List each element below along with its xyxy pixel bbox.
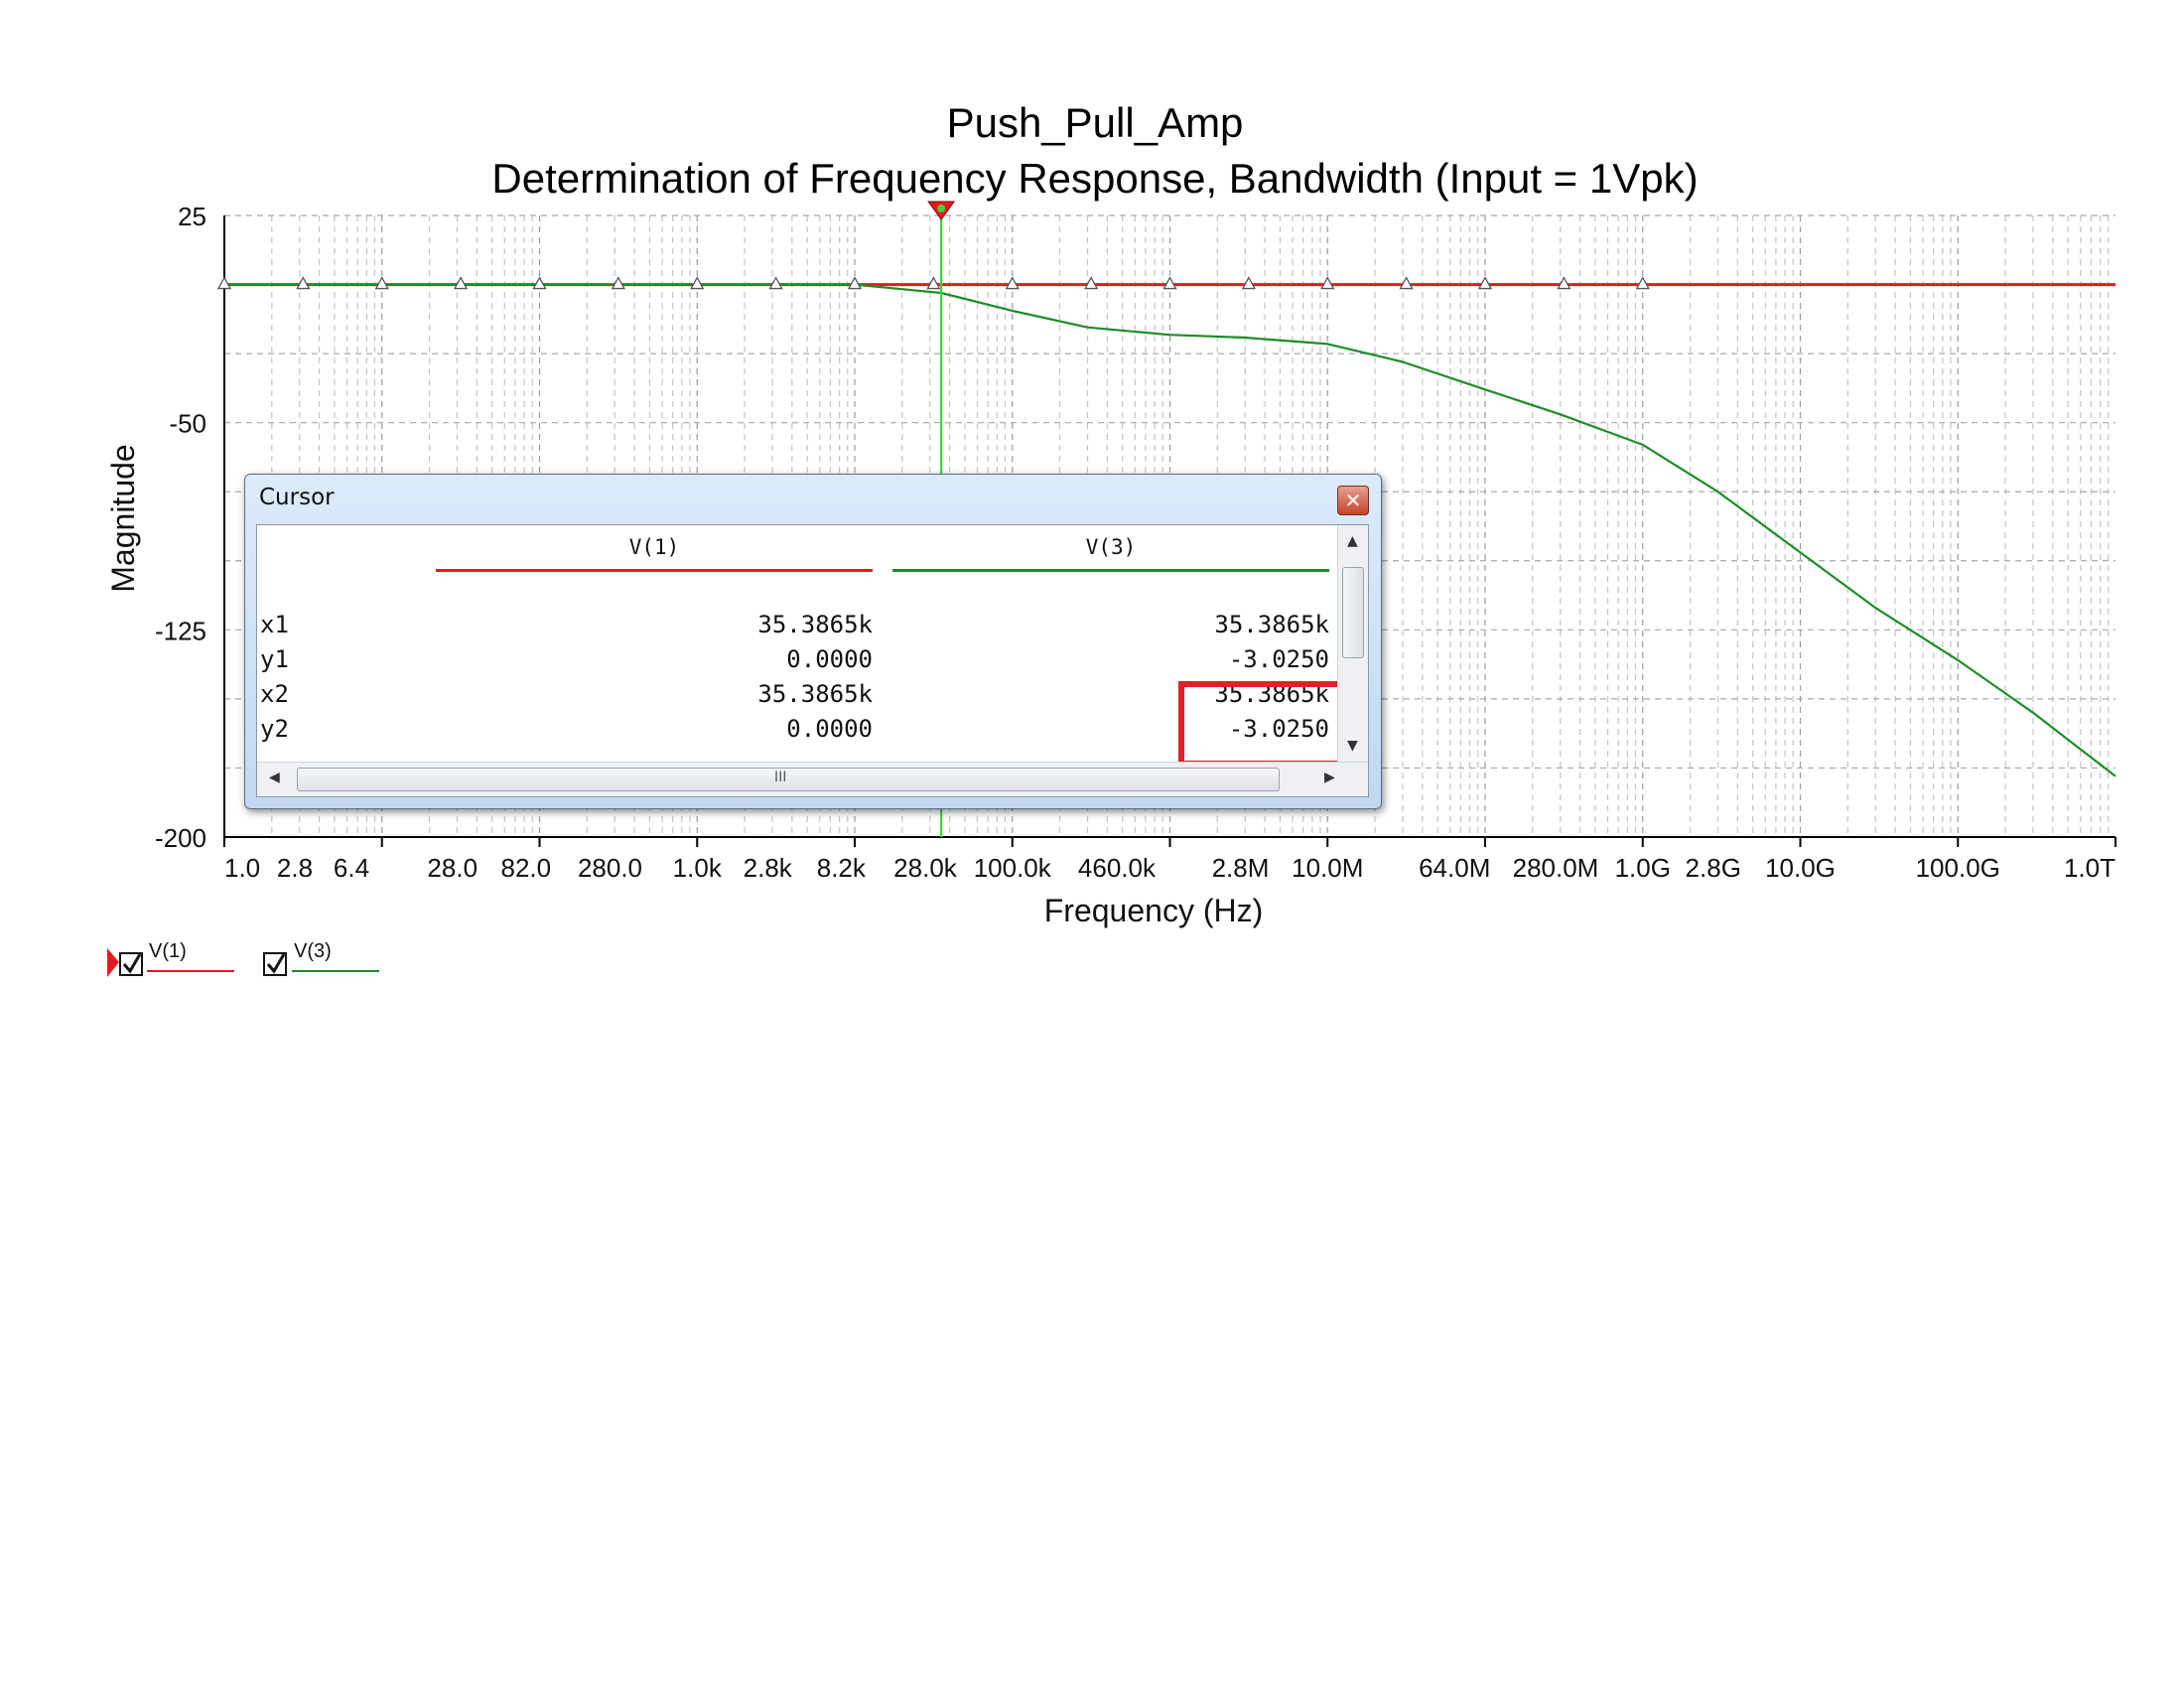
y-tick-label: 25 xyxy=(178,202,206,231)
point-marker xyxy=(1162,276,1177,290)
highlight-box xyxy=(1178,681,1343,767)
x-tick-label: 64.0M xyxy=(1419,853,1490,883)
x-tick-label: 280.0 xyxy=(578,853,642,883)
point-marker xyxy=(1320,276,1335,290)
x-tick-label: 82.0 xyxy=(501,853,552,883)
x-tick-label: 10.0M xyxy=(1292,853,1363,883)
x-axis-label: Frequency (Hz) xyxy=(1044,893,1264,928)
point-marker xyxy=(926,276,941,290)
cell-y2-v3: -3.0250 xyxy=(1228,715,1329,743)
scroll-right-icon[interactable]: ▶ xyxy=(1324,770,1335,785)
point-marker xyxy=(453,276,469,290)
x-tick-label: 460.0k xyxy=(1078,853,1157,883)
point-marker xyxy=(216,276,232,290)
x-tick-label: 100.0G xyxy=(1916,853,2000,883)
x-tick-label: 28.0k xyxy=(893,853,958,883)
y-tick-label: -200 xyxy=(155,823,206,853)
y-tick-label: -50 xyxy=(169,409,206,439)
close-icon[interactable]: ✕ xyxy=(1337,486,1369,515)
row-label-x2: x2 xyxy=(260,680,289,708)
point-marker xyxy=(1477,276,1493,290)
x-tick-label: 8.2k xyxy=(817,853,867,883)
point-marker xyxy=(1635,276,1650,290)
cursor-window[interactable]: Cursor ✕ V(1) V(3) x1 35.3865k 35.3865k … xyxy=(244,474,1382,809)
x-tick-label: 280.0M xyxy=(1513,853,1599,883)
scroll-down-icon[interactable]: ▼ xyxy=(1347,738,1358,754)
legend-item-v1[interactable]: V(1) xyxy=(119,940,234,976)
vertical-scroll-thumb[interactable] xyxy=(1342,567,1364,658)
row-label-y2: y2 xyxy=(260,715,289,743)
row-label-x1: x1 xyxy=(260,611,289,638)
horizontal-scrollbar[interactable]: ◀ III ▶ xyxy=(257,762,1368,796)
legend: V(1) V(3) xyxy=(107,940,379,977)
cell-y2-v1: 0.0000 xyxy=(786,715,873,743)
row-label-y1: y1 xyxy=(260,645,289,673)
column-header-v3: V(3) xyxy=(1085,535,1137,559)
point-marker xyxy=(1241,276,1256,290)
legend-label: V(3) xyxy=(294,940,332,962)
cell-y1-v1: 0.0000 xyxy=(786,645,873,673)
cursor-handle[interactable] xyxy=(937,205,946,212)
legend-label: V(1) xyxy=(149,940,187,962)
point-marker xyxy=(1557,276,1571,290)
x-tick-label: 1.0T xyxy=(2064,853,2116,883)
point-marker xyxy=(532,276,547,290)
column-color-v3 xyxy=(892,569,1329,572)
x-tick-label: 1.0 xyxy=(224,853,260,883)
y-tick-labels: 25 -50 -125 -200 xyxy=(155,202,206,853)
chart-title: Push_Pull_Amp xyxy=(947,99,1244,146)
column-header-v1: V(1) xyxy=(628,535,680,559)
x-tick-label: 2.8M xyxy=(1212,853,1270,883)
cursor-window-title: Cursor xyxy=(259,485,335,510)
cursor-table: V(1) V(3) x1 35.3865k 35.3865k y1 0.0000… xyxy=(256,524,1369,797)
x-tick-label: 28.0 xyxy=(427,853,478,883)
cell-x2-v1: 35.3865k xyxy=(757,680,873,708)
check-mark-icon xyxy=(266,953,286,974)
point-marker xyxy=(768,276,783,290)
x-tick-label: 1.0G xyxy=(1615,853,1671,883)
point-marker xyxy=(1084,276,1099,290)
point-marker xyxy=(690,276,705,290)
scroll-left-icon[interactable]: ◀ xyxy=(269,770,280,785)
column-color-v1 xyxy=(436,569,873,572)
x-tick-label: 2.8G xyxy=(1686,853,1741,883)
point-marker xyxy=(374,276,389,290)
cell-x1-v3: 35.3865k xyxy=(1214,611,1329,638)
horizontal-scroll-thumb[interactable]: III xyxy=(297,768,1280,791)
y-tick-label: -125 xyxy=(155,616,206,645)
legend-item-v3[interactable]: V(3) xyxy=(263,940,379,976)
x-tick-label: 100.0k xyxy=(974,853,1052,883)
x-tick-label: 2.8k xyxy=(744,853,793,883)
check-mark-icon xyxy=(122,953,142,974)
active-trace-marker-icon xyxy=(107,948,119,977)
x-tick-label: 6.4 xyxy=(334,853,369,883)
cell-x1-v1: 35.3865k xyxy=(757,611,873,638)
point-marker xyxy=(296,276,311,290)
point-marker xyxy=(847,276,863,290)
scroll-grip-icon: III xyxy=(774,770,787,785)
point-marker xyxy=(611,276,625,290)
y-axis-label: Magnitude xyxy=(105,444,141,592)
x-tick-label: 1.0k xyxy=(673,853,723,883)
vertical-scrollbar[interactable]: ▲ ▼ xyxy=(1337,525,1368,764)
chart-subtitle: Determination of Frequency Response, Ban… xyxy=(491,155,1698,202)
point-marker xyxy=(1005,276,1020,290)
x-tick-label: 10.0G xyxy=(1765,853,1836,883)
point-markers xyxy=(216,276,1650,290)
series-line-v3 xyxy=(224,283,2116,777)
x-tick-labels: 1.0 2.8 6.4 28.0 82.0 280.0 1.0k 2.8k 8.2k 28.0k 1… xyxy=(224,853,2116,883)
axes xyxy=(223,215,2116,847)
point-marker xyxy=(1399,276,1414,290)
scroll-up-icon[interactable]: ▲ xyxy=(1347,533,1358,549)
x-tick-label: 2.8 xyxy=(277,853,313,883)
cell-y1-v3: -3.0250 xyxy=(1228,645,1329,673)
